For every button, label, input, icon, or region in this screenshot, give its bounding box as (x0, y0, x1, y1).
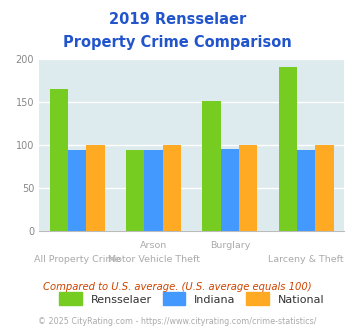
Legend: Rensselaer, Indiana, National: Rensselaer, Indiana, National (55, 288, 328, 310)
Text: Motor Vehicle Theft: Motor Vehicle Theft (108, 254, 200, 264)
Bar (50, 89, 68, 231)
Text: 2019 Rensselaer: 2019 Rensselaer (109, 12, 246, 26)
Bar (279, 67, 297, 231)
Bar (68, 150, 86, 231)
Bar (221, 149, 239, 231)
Text: © 2025 CityRating.com - https://www.cityrating.com/crime-statistics/: © 2025 CityRating.com - https://www.city… (38, 317, 317, 326)
Text: Compared to U.S. average. (U.S. average equals 100): Compared to U.S. average. (U.S. average … (43, 282, 312, 292)
Bar (144, 150, 163, 231)
Text: Burglary: Burglary (210, 241, 250, 250)
Bar (315, 145, 334, 231)
Text: Arson: Arson (140, 241, 167, 250)
Bar (297, 150, 315, 231)
Text: All Property Crime: All Property Crime (34, 254, 120, 264)
Bar (239, 145, 257, 231)
Text: Property Crime Comparison: Property Crime Comparison (63, 35, 292, 50)
Text: Larceny & Theft: Larceny & Theft (268, 254, 344, 264)
Bar (202, 101, 221, 231)
Bar (126, 150, 144, 231)
Bar (163, 145, 181, 231)
Bar (86, 145, 105, 231)
